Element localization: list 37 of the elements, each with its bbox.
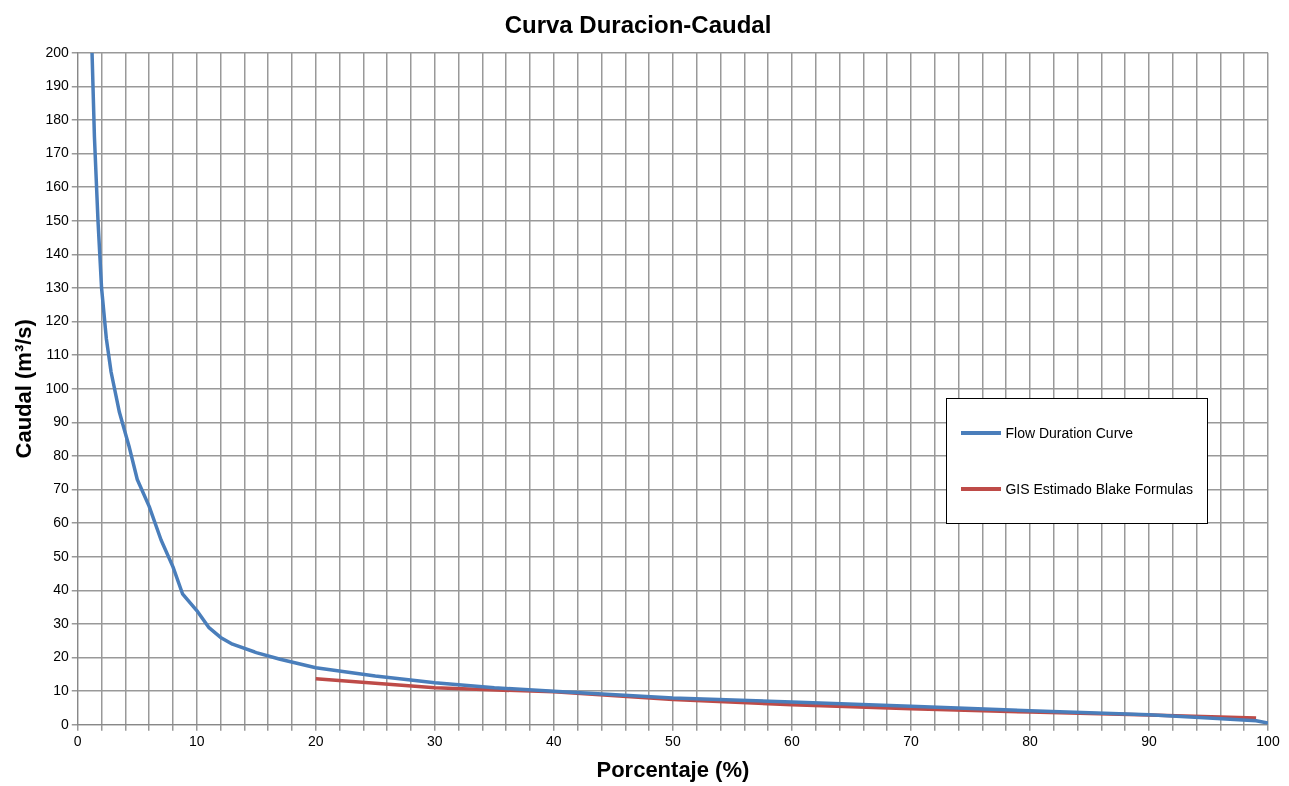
legend-label: GIS Estimado Blake Formulas [1005, 481, 1193, 497]
y-tick-label: 0 [60, 715, 69, 732]
y-tick-label: 100 [45, 379, 69, 396]
y-tick-label: 90 [53, 413, 69, 430]
y-tick-label: 30 [53, 614, 69, 631]
y-axis-title: Caudal (m³/s) [11, 319, 37, 459]
y-tick-label: 140 [45, 245, 69, 262]
y-tick-label: 110 [46, 346, 69, 363]
y-tick-label: 60 [53, 514, 69, 531]
y-tick-label: 190 [45, 77, 69, 94]
y-tick-label: 80 [53, 446, 69, 463]
x-axis-title: Porcentaje (%) [596, 756, 750, 782]
x-tick-label: 0 [73, 733, 82, 750]
y-tick-label: 130 [45, 278, 69, 295]
x-tick-label: 40 [546, 733, 562, 750]
y-tick-label: 40 [53, 581, 69, 598]
y-tick-label: 70 [53, 480, 69, 497]
x-tick-label: 30 [427, 733, 443, 750]
x-tick-label: 10 [188, 733, 205, 750]
y-tick-label: 150 [45, 211, 69, 228]
y-tick-label: 50 [53, 547, 69, 564]
legend-label: Flow Duration Curve [1005, 425, 1134, 441]
y-tick-label: 120 [45, 312, 69, 329]
x-tick-label: 70 [903, 733, 919, 750]
x-tick-label: 20 [308, 733, 324, 750]
x-tick-label: 80 [1022, 733, 1038, 750]
y-tick-label: 20 [53, 648, 69, 665]
y-tick-label: 160 [45, 178, 69, 195]
x-tick-label: 60 [784, 733, 800, 750]
y-tick-label: 180 [45, 110, 69, 127]
x-tick-label: 90 [1141, 733, 1157, 750]
y-tick-label: 200 [45, 43, 69, 60]
x-tick-label: 100 [1256, 733, 1280, 750]
x-tick-label: 50 [665, 733, 681, 750]
y-tick-label: 170 [45, 144, 69, 161]
chart-title: Curva Duracion-Caudal [504, 11, 772, 39]
y-tick-label: 10 [53, 682, 69, 699]
